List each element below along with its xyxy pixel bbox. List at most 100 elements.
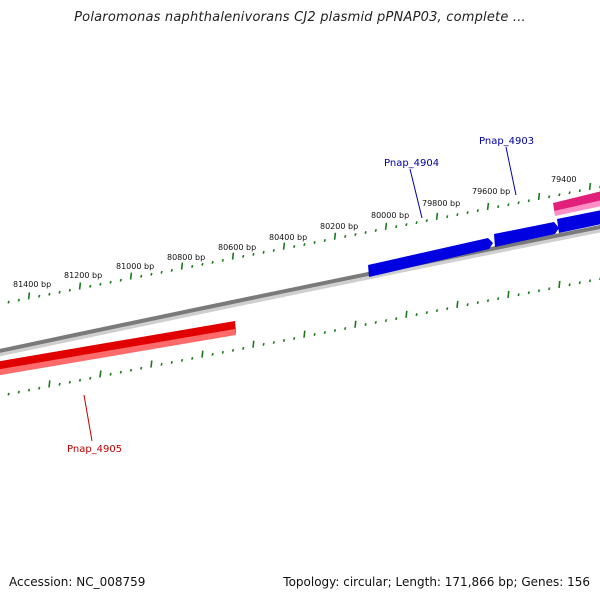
gene-arrow-pnap-4904 <box>368 238 493 277</box>
minor-tick <box>119 278 122 282</box>
minor-tick <box>140 274 143 278</box>
minor-tick <box>588 279 592 283</box>
major-tick <box>558 280 561 289</box>
gene-leader-line <box>409 168 423 219</box>
gene-arrow-pink-highlight <box>554 200 600 216</box>
major-tick <box>507 290 510 299</box>
minor-tick <box>405 223 408 227</box>
major-tick <box>180 262 184 270</box>
minor-tick <box>313 332 316 336</box>
gene-label-pnap-4903: Pnap_4903 <box>479 136 534 147</box>
major-tick <box>303 330 306 338</box>
tick-label: 81000 bp <box>116 262 154 271</box>
minor-tick <box>476 301 479 305</box>
minor-tick <box>68 288 71 292</box>
outer-scale-ticks <box>7 182 600 304</box>
minor-tick <box>354 233 357 237</box>
minor-tick <box>38 294 41 298</box>
minor-tick <box>191 264 194 268</box>
major-tick <box>282 242 286 250</box>
minor-tick <box>211 260 214 264</box>
tick-label: 81200 bp <box>64 271 102 280</box>
major-tick <box>537 192 541 201</box>
minor-tick <box>242 346 245 350</box>
major-tick <box>78 282 82 290</box>
minor-tick <box>507 203 510 207</box>
minor-tick <box>109 372 112 376</box>
minor-tick <box>395 225 398 229</box>
minor-tick <box>517 201 520 205</box>
minor-tick <box>180 358 184 362</box>
minor-tick <box>170 268 173 272</box>
minor-tick <box>160 270 163 274</box>
minor-tick <box>252 252 255 256</box>
scale-tick-labels: 79400 79600 bp 79800 bp 80000 bp 80200 bp 804… <box>13 175 576 289</box>
tick-label: 79600 bp <box>472 187 510 196</box>
minor-tick <box>242 254 245 258</box>
plasmid-backbone-shadow <box>0 227 600 357</box>
minor-tick <box>282 338 286 342</box>
minor-tick <box>221 350 224 354</box>
major-tick <box>27 292 31 300</box>
minor-tick <box>497 297 500 301</box>
minor-tick <box>58 382 61 386</box>
minor-tick <box>323 238 326 242</box>
major-tick <box>99 370 102 378</box>
minor-tick <box>466 211 469 215</box>
gene-label-pnap-4905: Pnap_4905 <box>67 444 122 455</box>
minor-tick <box>497 205 500 209</box>
minor-tick <box>568 191 571 195</box>
minor-tick <box>578 281 581 285</box>
minor-tick <box>129 368 133 372</box>
minor-tick <box>395 317 398 321</box>
minor-tick <box>374 229 377 233</box>
minor-tick <box>446 307 449 311</box>
minor-tick <box>425 311 428 315</box>
gene-labels: Pnap_4903 Pnap_4904 Pnap_4905 <box>67 136 534 455</box>
minor-tick <box>364 231 367 235</box>
minor-tick <box>89 284 92 288</box>
minor-tick <box>323 330 326 334</box>
minor-tick <box>548 287 551 291</box>
minor-tick <box>374 321 377 325</box>
major-tick <box>435 212 439 220</box>
minor-tick <box>262 250 265 254</box>
tick-label: 80800 bp <box>167 253 205 262</box>
minor-tick <box>415 221 418 225</box>
gene-arrow-right <box>557 210 600 233</box>
tick-label: 80600 bp <box>218 243 256 252</box>
gene-features <box>0 191 600 376</box>
minor-tick <box>486 299 490 303</box>
minor-tick <box>7 300 10 304</box>
plasmid-backbone <box>0 224 600 353</box>
gene-leader-line <box>83 394 93 442</box>
minor-tick <box>68 380 71 384</box>
minor-tick <box>201 262 204 266</box>
map-title: Polaromonas naphthalenivorans CJ2 plasmi… <box>74 10 526 25</box>
major-tick <box>252 340 255 348</box>
minor-tick <box>119 370 122 374</box>
major-tick <box>48 380 51 388</box>
minor-tick <box>7 392 10 396</box>
minor-tick <box>446 215 449 219</box>
tick-label: 79400 <box>551 175 576 184</box>
minor-tick <box>17 298 20 302</box>
gene-leader-line <box>505 146 517 196</box>
tick-label: 80200 bp <box>320 222 358 231</box>
minor-tick <box>568 283 571 287</box>
minor-tick <box>17 390 20 394</box>
gene-label-pnap-4904: Pnap_4904 <box>384 158 439 169</box>
inner-scale-ticks <box>7 277 600 396</box>
minor-tick <box>58 290 61 294</box>
minor-tick <box>527 291 530 295</box>
gene-arrow-pnap-4903 <box>494 222 559 247</box>
tick-label: 79800 bp <box>422 199 460 208</box>
major-tick <box>129 272 133 280</box>
minor-tick <box>293 336 296 340</box>
gene-arrow-pnap-4905-highlight <box>0 329 236 376</box>
major-tick <box>333 232 337 240</box>
minor-tick <box>160 362 163 366</box>
minor-tick <box>191 356 194 360</box>
minor-tick <box>211 352 214 356</box>
